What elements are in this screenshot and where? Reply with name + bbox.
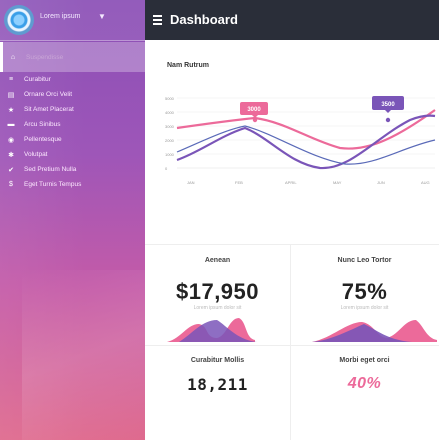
sidebar-item-label: Sit Amet Placerat <box>24 106 74 113</box>
sidebar-item-curabitur[interactable]: ≡ Curabitur <box>0 72 145 87</box>
sidebar-item-ornare[interactable]: ▤ Ornare Orci Velit <box>0 87 145 102</box>
check-icon: ✔ <box>8 166 14 174</box>
doc-icon: ▤ <box>7 91 15 99</box>
sidebar-divider <box>0 40 145 41</box>
sidebar: Lorem ipsum ▼ ⌂ Suspendisse ≡ Curabitur … <box>0 0 145 440</box>
y-tick-label: 1000 <box>165 152 175 157</box>
y-tick-label: 4000 <box>165 110 175 115</box>
x-axis: JAN FEB APRIL MAY JUN AUG <box>187 180 430 185</box>
series-line-purple <box>176 114 436 170</box>
sidebar-item-sed-pretium[interactable]: ✔ Sed Pretium Nulla <box>0 162 145 177</box>
stat-card-aenean[interactable]: Aenean $17,950 Lorem ipsum dolor sit <box>147 248 288 344</box>
logo-icon[interactable] <box>4 5 34 35</box>
sidebar-item-arcu[interactable]: ▬ Arcu Sinibus <box>0 117 145 132</box>
cog-icon: ✱ <box>8 151 14 159</box>
sidebar-item-label: Pellentesque <box>24 136 62 143</box>
data-point-marker[interactable] <box>252 117 258 123</box>
sidebar-item-sit-amet[interactable]: ★ Sit Amet Placerat <box>0 102 145 117</box>
data-point-marker[interactable] <box>385 117 391 123</box>
chevron-down-icon[interactable]: ▼ <box>98 12 106 21</box>
sidebar-item-volutpat[interactable]: ✱ Volutpat <box>0 147 145 162</box>
tooltip-badge-text: 3000 <box>247 107 261 113</box>
line-chart: 5000 4000 3000 2000 1000 0 <box>165 96 436 185</box>
stat-card-curabitur-mollis[interactable]: Curabitur Mollis 18,211 <box>147 348 288 440</box>
main-chart-card: Nam Rutrum 5000 4000 3000 2000 1000 0 <box>145 40 439 240</box>
card-title: Aenean <box>204 257 231 264</box>
star-icon: ★ <box>7 106 15 114</box>
area-graphic <box>312 320 437 342</box>
sidebar-background-photo <box>22 270 145 440</box>
x-tick-label: JAN <box>187 180 195 185</box>
page-title: Dashboard <box>170 12 238 27</box>
dollar-icon: $ <box>9 181 13 188</box>
card-title: Curabitur Mollis <box>190 357 245 364</box>
card-value: 18,211 <box>187 375 248 394</box>
stat-card-nunc-leo[interactable]: Nunc Leo Tortor 75% Lorem ipsum dolor si… <box>292 248 437 344</box>
card-subtitle: Lorem ipsum dolor sit <box>193 305 242 311</box>
card-title: Nunc Leo Tortor <box>337 257 392 264</box>
home-icon: ⌂ <box>10 53 16 61</box>
sidebar-item-label: Arcu Sinibus <box>24 121 61 128</box>
card-icon: ▬ <box>7 121 15 128</box>
stat-card-morbi-eget[interactable]: Morbi eget orci 40% <box>292 348 437 440</box>
menu-icon[interactable] <box>153 15 162 25</box>
top-bar: Dashboard <box>145 0 439 40</box>
sidebar-item-label: Suspendisse <box>26 53 64 61</box>
sidebar-item-label: Eget Turnis Tempus <box>24 181 82 188</box>
brand-name[interactable]: Lorem ipsum <box>40 13 81 20</box>
area-graphic <box>167 318 257 342</box>
active-item-highlight <box>0 42 145 72</box>
globe-icon: ◉ <box>7 136 15 144</box>
x-tick-label: APRIL <box>285 180 297 185</box>
tooltip-badge-3000: 3000 <box>240 102 268 118</box>
sidebar-item-suspendisse[interactable]: ⌂ Suspendisse <box>0 42 145 72</box>
sidebar-item-label: Curabitur <box>24 76 51 83</box>
tooltip-badge-3500: 3500 <box>372 96 404 113</box>
sidebar-menu: ⌂ Suspendisse ≡ Curabitur ▤ Ornare Orci … <box>0 42 145 192</box>
x-tick-label: MAY <box>333 180 342 185</box>
series-line-navy <box>176 125 436 165</box>
y-tick-label: 2000 <box>165 138 175 143</box>
horizontal-divider <box>145 244 439 245</box>
card-value: 40% <box>347 375 382 392</box>
card-value: 75% <box>341 279 388 304</box>
y-tick-label: 3000 <box>165 124 175 129</box>
card-title: Morbi eget orci <box>339 357 390 364</box>
chart-title: Nam Rutrum <box>167 62 210 69</box>
sidebar-item-label: Ornare Orci Velit <box>24 91 73 98</box>
sidebar-item-label: Volutpat <box>24 151 48 158</box>
sidebar-item-pellentesque[interactable]: ◉ Pellentesque <box>0 132 145 147</box>
sidebar-item-label: Sed Pretium Nulla <box>24 166 77 173</box>
x-tick-label: AUG <box>421 180 430 185</box>
card-value: $17,950 <box>175 279 260 304</box>
y-axis: 5000 4000 3000 2000 1000 0 <box>165 96 175 171</box>
series-line-pink <box>176 109 436 150</box>
y-tick-label: 5000 <box>165 96 175 101</box>
tooltip-badge-text: 3500 <box>381 102 395 108</box>
list-icon: ≡ <box>8 76 14 83</box>
sidebar-item-eget-turnis[interactable]: $ Eget Turnis Tempus <box>0 177 145 192</box>
x-tick-label: JUN <box>377 180 385 185</box>
y-tick-label: 0 <box>165 166 168 171</box>
sidebar-header: Lorem ipsum ▼ <box>0 0 145 40</box>
card-subtitle: Lorem ipsum dolor sit <box>340 305 389 311</box>
vertical-divider <box>290 245 291 440</box>
x-tick-label: FEB <box>235 180 243 185</box>
horizontal-divider <box>145 345 439 346</box>
